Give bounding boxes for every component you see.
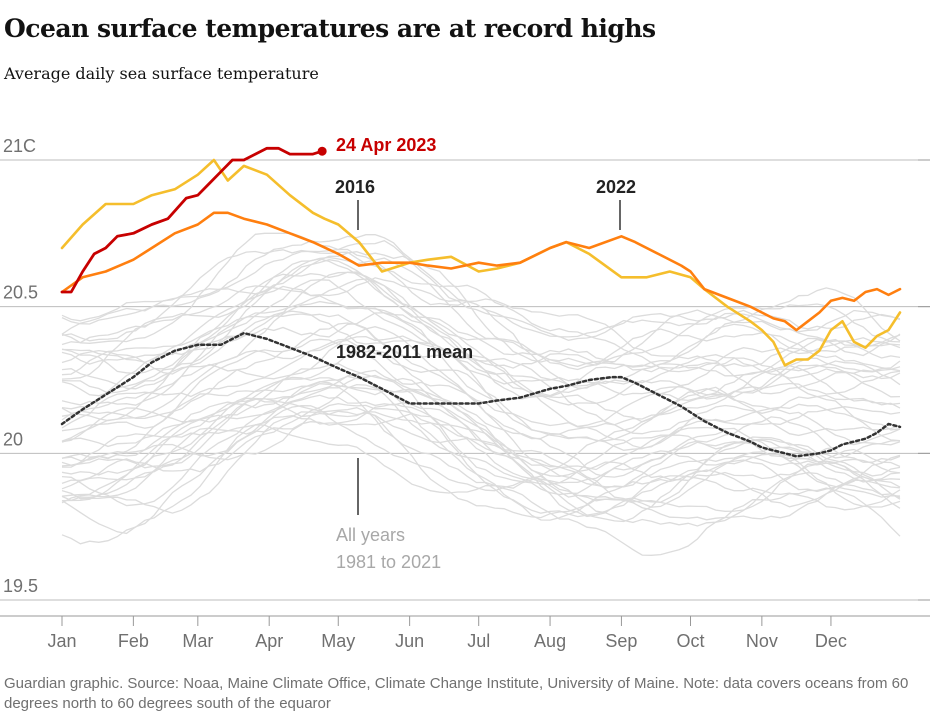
- all-years-line: [61, 383, 901, 489]
- all-years-line: [61, 249, 901, 354]
- x-tick-label: Apr: [255, 631, 283, 651]
- all-years-line: [61, 271, 901, 399]
- all-years-line: [61, 349, 901, 478]
- source-note: Guardian graphic. Source: Noaa, Maine Cl…: [4, 675, 909, 712]
- chart-subtitle: Average daily sea surface temperature: [4, 64, 319, 83]
- y-tick-label: 19.5: [3, 576, 38, 596]
- all-years-line: [61, 412, 901, 523]
- annotation-all-years-line2: 1981 to 2021: [336, 552, 441, 572]
- all-years-line: [61, 375, 901, 485]
- x-tick-label: May: [321, 631, 355, 651]
- annotation-record-date: 24 Apr 2023: [336, 135, 436, 155]
- all-years-line: [62, 369, 901, 484]
- all-years-line: [61, 251, 901, 366]
- annotation-2022: 2022: [596, 177, 636, 197]
- all-years-line: [61, 312, 901, 428]
- all-years-line: [61, 271, 901, 373]
- series-line-2023: [60, 146, 324, 294]
- all-years-line: [61, 339, 901, 451]
- all-years-line: [61, 424, 901, 556]
- all-years-lines: [61, 232, 901, 556]
- x-tick-label: Feb: [118, 631, 149, 651]
- x-axis: Jan Feb Mar Apr May Jun Jul Aug Sep Oct Nov Dec: [0, 615, 930, 651]
- highlight-series: [60, 146, 902, 458]
- chart-title: Ocean surface temperatures are at record…: [4, 14, 656, 43]
- x-tick-label: Oct: [676, 631, 704, 651]
- all-years-line: [61, 239, 901, 341]
- all-years-line: [61, 383, 901, 521]
- x-tick-label: Jan: [47, 631, 76, 651]
- all-years-line: [61, 259, 901, 377]
- all-years-line: [61, 322, 901, 440]
- all-years-line: [61, 258, 901, 373]
- annotation-all-years-line1: All years: [336, 525, 405, 545]
- x-tick-label: Mar: [182, 631, 213, 651]
- all-years-line: [61, 374, 901, 496]
- y-tick-label: 21C: [3, 136, 36, 156]
- all-years-line: [61, 405, 901, 535]
- annotation-2016: 2016: [335, 177, 375, 197]
- all-years-line: [61, 278, 901, 397]
- x-tick-label: Jul: [467, 631, 490, 651]
- series-2023-endpoint: [317, 146, 327, 156]
- all-years-line: [61, 376, 901, 478]
- all-years-line: [61, 335, 901, 444]
- series-line-2022: [60, 211, 902, 332]
- all-years-line: [61, 338, 901, 449]
- chart-plot-area: 21C 20.5 20 19.5 Jan Feb Mar Apr May Jun Jul Aug Se…: [0, 135, 930, 651]
- x-tick-label: Sep: [605, 631, 637, 651]
- x-tick-label: Jun: [395, 631, 424, 651]
- all-years-line: [61, 233, 901, 338]
- x-tick-label: Dec: [815, 631, 847, 651]
- y-tick-label: 20: [3, 429, 23, 449]
- all-years-line: [61, 394, 901, 488]
- annotations: 24 Apr 2023 2016 2022 1982-2011 mean All…: [335, 135, 636, 572]
- annotation-mean: 1982-2011 mean: [336, 342, 473, 362]
- x-tick-label: Aug: [534, 631, 566, 651]
- all-years-line: [61, 407, 901, 521]
- all-years-line: [61, 313, 901, 423]
- all-years-line: [61, 363, 901, 471]
- all-years-line: [61, 256, 901, 371]
- series-line-1982-2011-mean: [60, 331, 902, 458]
- x-tick-label: Nov: [746, 631, 778, 651]
- all-years-line: [61, 397, 901, 503]
- y-tick-label: 20.5: [3, 283, 38, 303]
- all-years-line: [61, 279, 901, 398]
